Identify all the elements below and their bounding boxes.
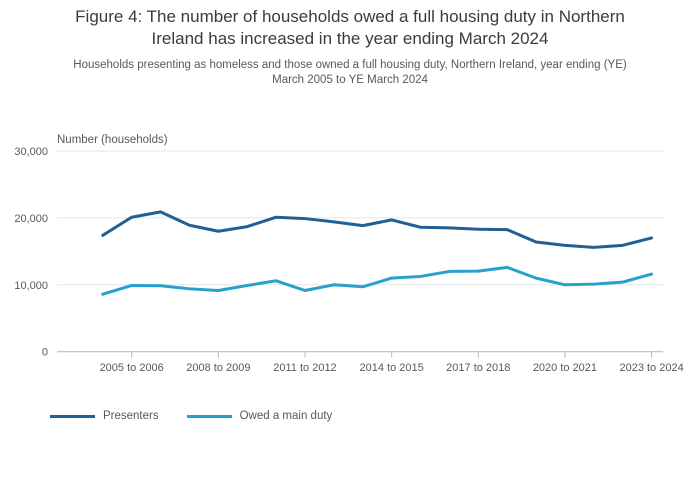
chart-title-line1: Figure 4: The number of households owed … <box>75 7 625 26</box>
chart-subtitle: Households presenting as homeless and th… <box>0 58 700 88</box>
y-tick-label: 0 <box>42 347 48 359</box>
owed-main-duty-line-swatch <box>186 414 232 418</box>
x-tick-label: 2008 to 2009 <box>186 362 250 374</box>
chart-title-line2: Ireland has increased in the year ending… <box>151 29 549 48</box>
series-line-owed-a-main-duty[interactable] <box>101 265 654 296</box>
chart-subtitle-line1: Households presenting as homeless and th… <box>73 59 627 71</box>
y-tick-label: 30,000 <box>14 146 48 158</box>
x-tick-label: 2017 to 2018 <box>446 362 510 374</box>
x-tick-label: 2020 to 2021 <box>533 362 597 374</box>
x-tick-label: 2005 to 2006 <box>100 362 164 374</box>
legend-item-presenters[interactable]: Presenters <box>50 410 159 422</box>
chart-title: Figure 4: The number of households owed … <box>0 6 700 50</box>
y-axis-title: Number (households) <box>57 134 168 146</box>
legend-label-presenters: Presenters <box>103 410 159 422</box>
chart-legend: Presenters Owed a main duty <box>50 410 360 422</box>
series-line-presenters[interactable] <box>101 210 654 249</box>
x-tick-label: 2014 to 2015 <box>360 362 424 374</box>
presenters-line-swatch <box>50 414 95 418</box>
legend-item-owed-main-duty[interactable]: Owed a main duty <box>186 410 333 422</box>
chart-subtitle-line2: March 2005 to YE March 2024 <box>272 74 428 86</box>
x-tick-label: 2011 to 2012 <box>273 362 336 374</box>
legend-label-owed-main-duty: Owed a main duty <box>239 410 333 422</box>
y-tick-label: 20,000 <box>14 213 48 225</box>
x-tick-label: 2023 to 2024 <box>619 362 683 374</box>
y-tick-label: 10,000 <box>14 280 48 292</box>
